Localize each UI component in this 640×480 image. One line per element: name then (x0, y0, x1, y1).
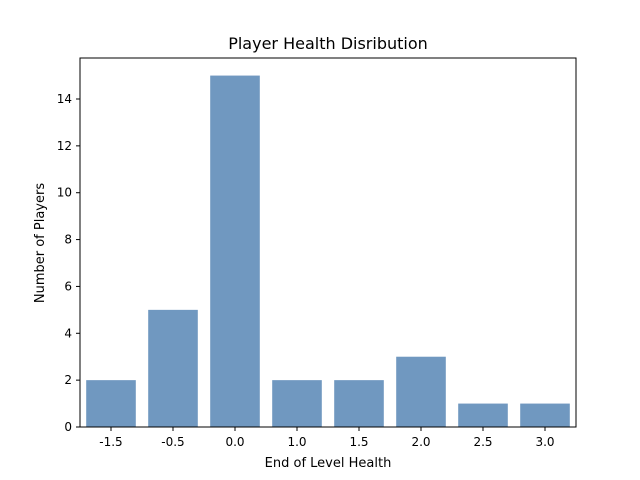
bar (334, 380, 384, 427)
y-tick-label: 6 (64, 279, 72, 293)
y-tick-label: 8 (64, 233, 72, 247)
bar (210, 75, 260, 428)
y-tick-label: 12 (57, 139, 72, 153)
x-tick-label: -1.5 (99, 435, 122, 449)
bar (148, 309, 198, 427)
x-tick-label: 2.0 (411, 435, 430, 449)
x-tick-label: 2.5 (473, 435, 492, 449)
y-tick-label: 4 (64, 326, 72, 340)
y-tick-label: 14 (57, 92, 72, 106)
y-axis-label: Number of Players (33, 183, 48, 303)
x-tick-label: 0.0 (225, 435, 244, 449)
x-tick-label: 1.0 (287, 435, 306, 449)
chart-title: Player Health Disribution (228, 34, 428, 53)
bar (396, 356, 446, 427)
x-tick-label: 1.5 (349, 435, 368, 449)
y-tick-label: 0 (64, 420, 72, 434)
x-axis-label: End of Level Health (265, 456, 392, 471)
plot-area: -1.5 -0.5 0.0 1.0 1.5 2.0 2.5 3.0 0 2 4 6 8 10 12 14 (57, 57, 577, 449)
bar (458, 403, 508, 427)
bar (272, 380, 322, 427)
x-tick-label: 3.0 (535, 435, 554, 449)
x-tick-label: -0.5 (161, 435, 184, 449)
plot-frame (79, 57, 577, 428)
y-tick-label: 2 (64, 373, 72, 387)
y-tick-label: 10 (57, 186, 72, 200)
bar (520, 403, 570, 427)
bar (86, 380, 136, 427)
